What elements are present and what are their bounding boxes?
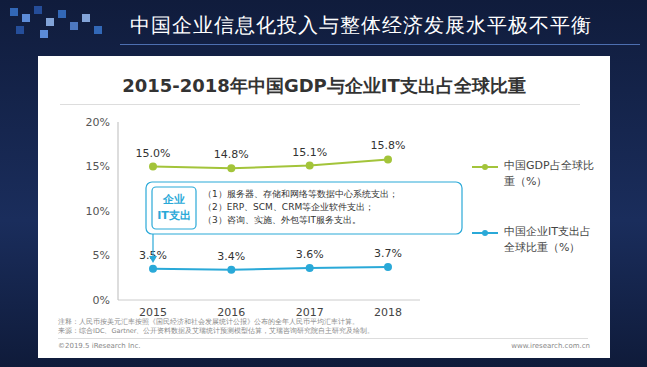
svg-text:3.4%: 3.4% [217, 250, 245, 263]
svg-text:15%: 15% [86, 160, 110, 173]
html-text:（1）服务器、存储和网络等数据中心系统支出；: （1）服务器、存储和网络等数据中心系统支出； [203, 189, 398, 199]
svg-text:2017: 2017 [296, 306, 324, 319]
svg-text:20%: 20% [86, 116, 110, 129]
html-text:中国GDP占全球比重（%）: 中国GDP占全球比重（%） [504, 159, 594, 188]
html-text:来源：综合IDC、Gartner、公开资料数据及艾瑞统计预测: 来源：综合IDC、Gartner、公开资料数据及艾瑞统计预测模型估算，艾瑞咨询研… [58, 327, 375, 335]
svg-text:3.7%: 3.7% [374, 247, 402, 260]
svg-text:15.1%: 15.1% [292, 146, 327, 159]
html-text:企业: 企业 [163, 193, 185, 206]
html-text:注释：人民币按美元汇率按照《国民经济和社会发展统计公报》公布: 注释：人民币按美元汇率按照《国民经济和社会发展统计公报》公布的全年人民币平均汇率… [58, 318, 359, 326]
html-text:©2019.5 iResearch Inc.: ©2019.5 iResearch Inc. [58, 342, 141, 350]
html-text:（2）ERP、SCM、CRM等企业软件支出；: （2）ERP、SCM、CRM等企业软件支出； [203, 202, 375, 212]
svg-text:2015: 2015 [139, 306, 167, 319]
html-text:中国企业信息化投入与整体经济发展水平极不平衡: 中国企业信息化投入与整体经济发展水平极不平衡 [130, 13, 592, 37]
svg-text:5%: 5% [93, 249, 110, 262]
html-text:中国企业IT支出占全球比重（%）: 中国企业IT支出占全球比重（%） [504, 225, 591, 254]
svg-text:10%: 10% [86, 205, 110, 218]
html-text:www.iresearch.com.cn: www.iresearch.com.cn [511, 342, 590, 350]
svg-text:2018: 2018 [374, 306, 402, 319]
svg-text:15.0%: 15.0% [136, 147, 171, 160]
svg-text:15.8%: 15.8% [371, 139, 406, 152]
html-text:2015-2018年中国GDP与企业IT支出占全球比重: 2015-2018年中国GDP与企业IT支出占全球比重 [122, 75, 526, 96]
svg-text:3.5%: 3.5% [139, 249, 167, 262]
html-text:IT支出: IT支出 [157, 209, 191, 222]
svg-text:2016: 2016 [217, 306, 245, 319]
svg-text:3.6%: 3.6% [296, 248, 324, 261]
html-text:（3）咨询、实施、外包等IT服务支出。: （3）咨询、实施、外包等IT服务支出。 [203, 215, 361, 225]
svg-text:0%: 0% [93, 294, 110, 307]
svg-text:14.8%: 14.8% [214, 148, 249, 161]
